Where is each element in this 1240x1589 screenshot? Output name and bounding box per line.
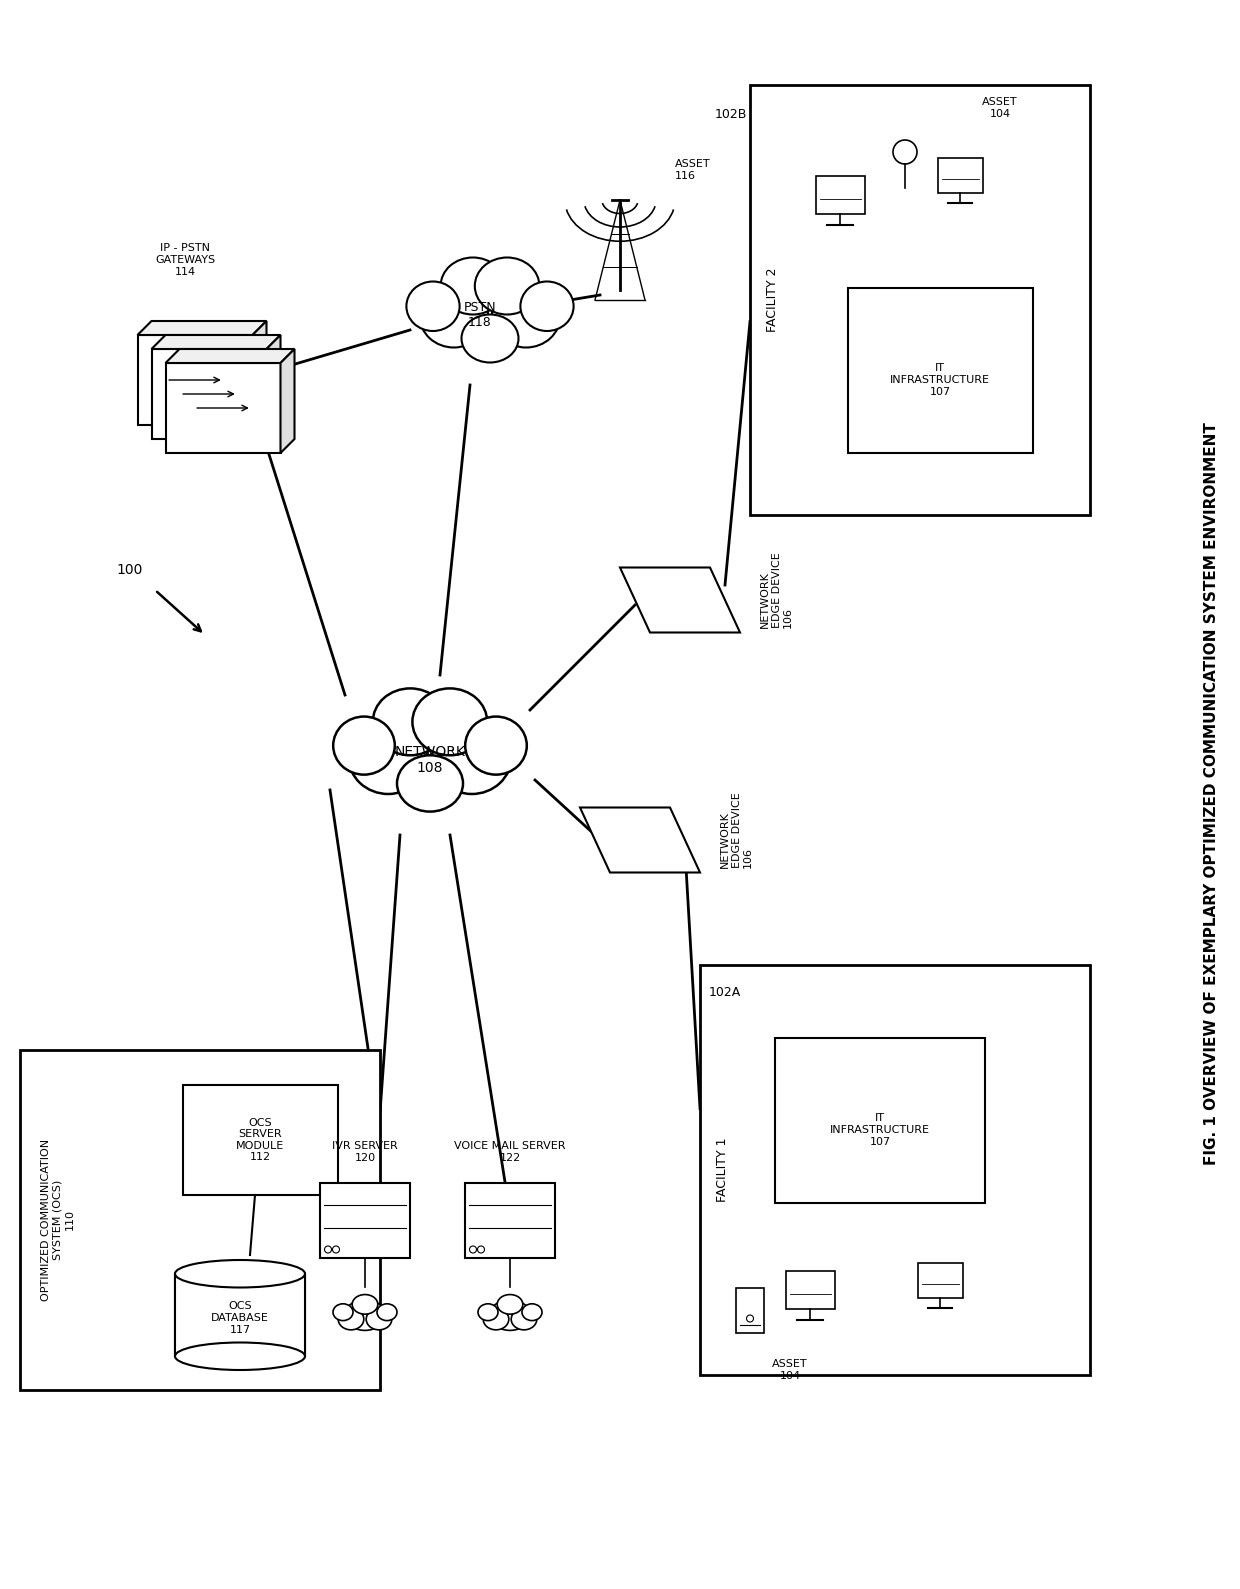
Polygon shape	[138, 321, 267, 335]
Polygon shape	[280, 350, 295, 453]
Bar	[176, 1274, 304, 1357]
Ellipse shape	[373, 688, 448, 755]
Ellipse shape	[373, 702, 487, 798]
Text: FACILITY 1: FACILITY 1	[715, 1138, 729, 1203]
Bar	[816, 176, 864, 215]
Ellipse shape	[484, 1309, 508, 1330]
Ellipse shape	[511, 1309, 537, 1330]
Bar	[20, 1050, 379, 1390]
Bar	[847, 288, 1033, 453]
Polygon shape	[151, 350, 267, 439]
Ellipse shape	[345, 1300, 384, 1330]
Polygon shape	[580, 807, 701, 872]
Ellipse shape	[475, 257, 539, 315]
Text: 102B: 102B	[715, 108, 748, 121]
Bar	[175, 1274, 305, 1357]
Ellipse shape	[521, 281, 574, 331]
Text: IT
INFRASTRUCTURE
107: IT INFRASTRUCTURE 107	[830, 1114, 930, 1147]
Ellipse shape	[175, 1343, 305, 1370]
Ellipse shape	[433, 720, 511, 794]
Ellipse shape	[352, 1295, 378, 1314]
Bar	[775, 1038, 985, 1203]
Text: OCS
SERVER
MODULE
112: OCS SERVER MODULE 112	[236, 1117, 284, 1163]
Ellipse shape	[522, 1305, 542, 1320]
Text: ASSET
104: ASSET 104	[773, 1359, 807, 1381]
Text: NETWORK
108: NETWORK 108	[394, 745, 465, 775]
Ellipse shape	[339, 1309, 363, 1330]
Text: OPTIMIZED COMMUNICATION
SYSTEM (OCS)
110: OPTIMIZED COMMUNICATION SYSTEM (OCS) 110	[41, 1139, 74, 1301]
Polygon shape	[138, 335, 253, 424]
Polygon shape	[253, 321, 267, 424]
Bar	[750, 84, 1090, 515]
Ellipse shape	[492, 284, 560, 348]
Ellipse shape	[497, 1295, 523, 1314]
Ellipse shape	[334, 717, 394, 775]
Bar	[937, 157, 982, 192]
Bar	[182, 1085, 337, 1195]
Polygon shape	[165, 350, 295, 362]
Polygon shape	[620, 567, 740, 632]
Ellipse shape	[366, 1309, 392, 1330]
Text: 102A: 102A	[709, 987, 742, 999]
Ellipse shape	[407, 281, 460, 331]
Bar	[918, 1263, 962, 1298]
Ellipse shape	[477, 1305, 498, 1320]
Ellipse shape	[440, 269, 539, 351]
Bar	[737, 1287, 764, 1333]
Text: OCS
DATABASE
117: OCS DATABASE 117	[211, 1301, 269, 1335]
Ellipse shape	[397, 755, 463, 812]
Ellipse shape	[413, 688, 487, 755]
Ellipse shape	[461, 315, 518, 362]
Bar	[701, 965, 1090, 1374]
Text: VOICE MAIL SERVER
122: VOICE MAIL SERVER 122	[454, 1141, 565, 1163]
Ellipse shape	[465, 717, 527, 775]
Text: PSTN
118: PSTN 118	[464, 300, 496, 329]
Ellipse shape	[440, 257, 505, 315]
Text: FIG. 1 OVERVIEW OF EXEMPLARY OPTIMIZED COMMUNICATION SYSTEM ENVIRONMENT: FIG. 1 OVERVIEW OF EXEMPLARY OPTIMIZED C…	[1204, 423, 1219, 1165]
Polygon shape	[151, 335, 280, 350]
Text: FACILITY 2: FACILITY 2	[765, 269, 779, 332]
Text: NETWORK
EDGE DEVICE
106: NETWORK EDGE DEVICE 106	[720, 793, 753, 868]
Ellipse shape	[490, 1300, 529, 1330]
Ellipse shape	[175, 1260, 305, 1287]
Text: NETWORK
EDGE DEVICE
106: NETWORK EDGE DEVICE 106	[760, 551, 794, 628]
Text: 100: 100	[117, 563, 143, 577]
Polygon shape	[267, 335, 280, 439]
Text: IVR SERVER
120: IVR SERVER 120	[332, 1141, 398, 1163]
Text: ASSET
116: ASSET 116	[675, 159, 711, 181]
Text: ASSET
104: ASSET 104	[982, 97, 1018, 119]
Polygon shape	[165, 362, 280, 453]
Ellipse shape	[348, 720, 428, 794]
Text: IP - PSTN
GATEWAYS
114: IP - PSTN GATEWAYS 114	[155, 243, 215, 276]
Ellipse shape	[419, 284, 489, 348]
Ellipse shape	[334, 1305, 353, 1320]
Bar	[785, 1271, 835, 1309]
Ellipse shape	[377, 1305, 397, 1320]
Text: IT
INFRASTRUCTURE
107: IT INFRASTRUCTURE 107	[890, 364, 990, 397]
Bar	[465, 1182, 556, 1257]
Bar	[320, 1182, 410, 1257]
